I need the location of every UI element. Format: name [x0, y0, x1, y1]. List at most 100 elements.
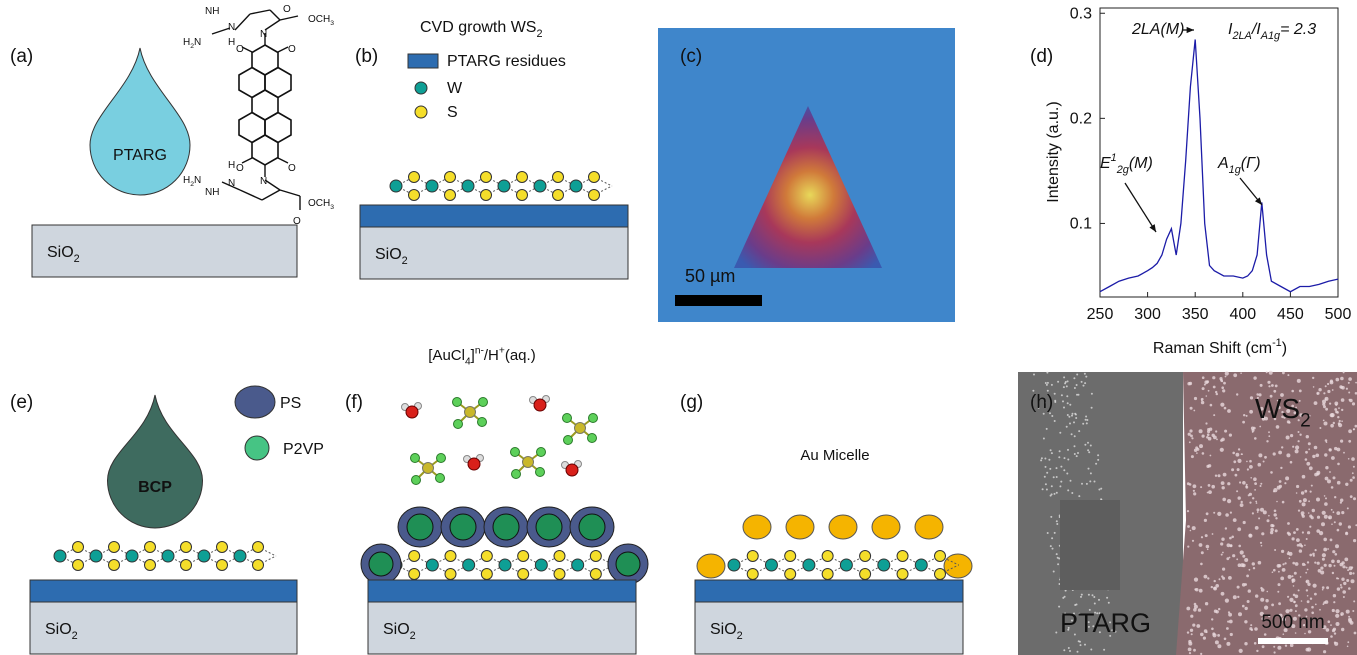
sem-dot	[1211, 628, 1214, 631]
s-atom	[481, 190, 492, 201]
au-particle	[697, 554, 725, 578]
s-atom	[822, 551, 833, 562]
sem-dot	[1066, 395, 1068, 397]
sem-dot	[1343, 582, 1346, 585]
sem-dot	[1273, 452, 1276, 455]
sem-dot	[1053, 571, 1055, 573]
sem-dot	[1212, 633, 1216, 637]
sem-dot	[1063, 386, 1065, 388]
sem-dot	[1341, 628, 1344, 631]
arrow-head	[1149, 224, 1156, 232]
annotation: I2LA/IA1g= 2.3	[1228, 21, 1316, 42]
sem-dot	[1347, 646, 1349, 648]
w-atom	[878, 559, 890, 571]
s-atom	[181, 542, 192, 553]
molecule-label: N	[228, 178, 235, 189]
sem-dot	[1093, 596, 1095, 598]
sem-dot	[1054, 401, 1056, 403]
sem-dot	[1310, 598, 1312, 600]
w-atom	[840, 559, 852, 571]
sem-dot	[1333, 511, 1335, 513]
sem-dot	[1198, 608, 1201, 611]
sem-dot	[1293, 585, 1295, 587]
sem-dot	[1303, 498, 1307, 502]
arrow-head	[1187, 27, 1194, 33]
sem-dot	[1264, 633, 1267, 636]
text-part: N	[194, 37, 201, 48]
y-tick-label: 0.3	[1070, 5, 1092, 22]
sem-dot	[1324, 564, 1327, 567]
text-part: O	[288, 163, 296, 174]
sem-dot	[1222, 498, 1226, 502]
cl-atom	[564, 436, 573, 445]
sem-dot	[1268, 385, 1270, 387]
text-part: N	[260, 29, 267, 40]
bond	[265, 20, 280, 30]
annotation: E12g(M)	[1100, 152, 1153, 176]
s-atom	[517, 190, 528, 201]
molecule-label: H	[228, 37, 235, 48]
sem-dot	[1327, 383, 1329, 385]
sem-dot	[1082, 423, 1084, 425]
sem-dot	[1063, 649, 1065, 651]
w-atom	[126, 550, 138, 562]
sem-dot	[1314, 446, 1318, 450]
sem-dot	[1276, 501, 1278, 503]
annotation: A1g(Γ)	[1217, 155, 1261, 176]
sem-dot	[1071, 492, 1073, 494]
sem-dot	[1278, 583, 1281, 586]
sem-dot	[1278, 602, 1281, 605]
sem-dot	[1323, 538, 1327, 542]
w-atom	[54, 550, 66, 562]
sem-dot	[1226, 642, 1230, 646]
w-atom	[572, 559, 584, 571]
sem-dot	[1052, 548, 1054, 550]
sem-dot	[1226, 627, 1229, 630]
sem-dot	[1283, 633, 1285, 635]
sem-dot	[1221, 386, 1224, 389]
sem-dot	[1260, 598, 1264, 602]
sem-dot	[1335, 609, 1339, 613]
sem-dot	[1287, 374, 1289, 376]
sem-dot	[1298, 440, 1300, 442]
sem-dot	[1249, 465, 1253, 469]
sem-dot	[1236, 558, 1238, 560]
sem-dot	[1326, 586, 1329, 589]
bond	[278, 158, 288, 163]
sem-dot	[1208, 390, 1210, 392]
panel-label: (d)	[1030, 46, 1053, 67]
sem-dot	[1085, 416, 1087, 418]
cl-atom	[453, 398, 462, 407]
sem-dot	[1340, 499, 1343, 502]
sem-dot	[1267, 591, 1269, 593]
sem-dot	[1190, 615, 1193, 618]
sem-dot	[1263, 461, 1265, 463]
sem-dot	[1056, 523, 1058, 525]
sem-dot	[1295, 562, 1299, 566]
sem-dot	[1266, 440, 1268, 442]
sem-dot	[1204, 575, 1208, 579]
sem-dot	[1314, 401, 1318, 405]
sem-dot	[1295, 595, 1299, 599]
sem-dot	[1305, 451, 1308, 454]
sem-dot	[1346, 567, 1348, 569]
text-part: SiO	[375, 246, 402, 263]
sem-dot	[1330, 635, 1333, 638]
sem-dot	[1061, 394, 1063, 396]
sem-dot	[1231, 536, 1234, 539]
sem-dot	[1220, 403, 1224, 407]
sem-dot	[1348, 440, 1351, 443]
sem-dot	[1060, 466, 1062, 468]
sem-dot	[1263, 510, 1267, 514]
x-tick-label: 300	[1134, 306, 1161, 323]
sem-dot	[1352, 610, 1354, 612]
sem-dot	[1278, 571, 1280, 573]
sem-dot	[1212, 533, 1214, 535]
sem-dot	[1194, 397, 1197, 400]
legend-label: PS	[280, 395, 301, 412]
sem-dot	[1106, 597, 1108, 599]
sem-dot	[1236, 490, 1238, 492]
text-part: N	[228, 178, 235, 189]
sem-dot	[1215, 475, 1217, 477]
sem-dot	[1188, 642, 1192, 646]
